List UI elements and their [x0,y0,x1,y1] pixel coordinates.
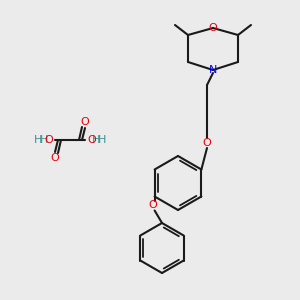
Text: H: H [40,135,48,145]
Text: O: O [44,135,53,145]
Text: H: H [92,135,100,145]
Text: O: O [81,117,89,127]
Text: O: O [87,135,96,145]
Text: N: N [209,65,217,75]
Text: O: O [202,138,211,148]
Text: H: H [98,135,106,145]
Text: H: H [34,135,42,145]
Text: O: O [51,153,59,163]
Text: O: O [208,23,217,33]
Text: O: O [148,200,157,211]
